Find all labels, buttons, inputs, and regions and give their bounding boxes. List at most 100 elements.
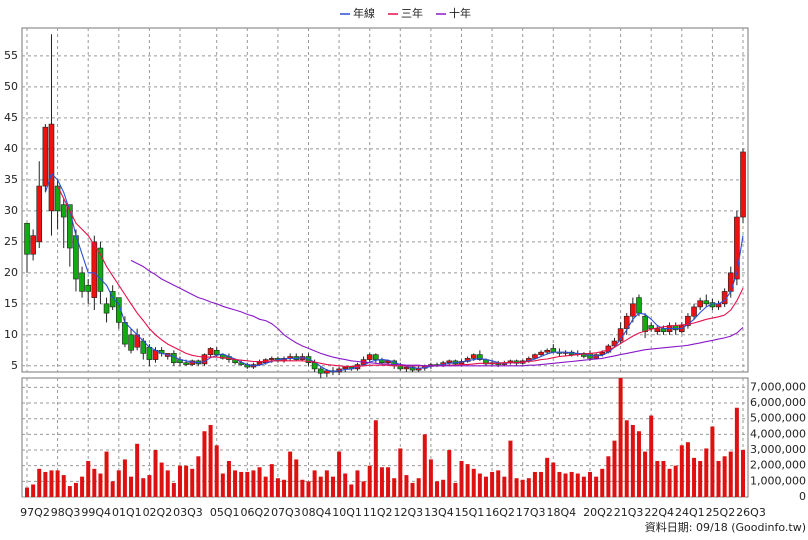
candle-body xyxy=(36,185,43,243)
volume-bar xyxy=(643,451,648,497)
y-tick-label: 30 xyxy=(4,204,18,217)
volume-bar xyxy=(226,460,231,497)
volume-bar xyxy=(337,451,342,497)
volume-bar xyxy=(410,482,415,497)
candle-body xyxy=(550,348,557,353)
volume-bar xyxy=(165,470,170,497)
volume-bar xyxy=(177,465,182,497)
y2-tick-label: 0 xyxy=(799,490,806,503)
candle-body xyxy=(91,241,98,298)
volume-bar xyxy=(330,476,335,497)
y2-tick-label: 4,000,000 xyxy=(750,427,806,440)
volume-bar xyxy=(251,470,256,497)
volume-bar xyxy=(551,462,556,497)
volume-bar xyxy=(294,459,299,497)
volume-bar xyxy=(581,476,586,497)
volume-bar xyxy=(275,478,280,497)
footer-note: 資料日期: 09/18 (Goodinfo.tw) xyxy=(645,520,806,534)
volume-bar xyxy=(61,475,66,497)
candle-body xyxy=(268,358,275,360)
volume-bar xyxy=(575,473,580,497)
candle-body xyxy=(740,151,746,218)
candle-body xyxy=(109,291,116,308)
x-tick-label: 11Q2 xyxy=(363,506,393,519)
x-tick-label: 98Q3 xyxy=(51,506,81,519)
volume-bar xyxy=(630,424,635,497)
candle-body xyxy=(67,204,73,249)
candle-body xyxy=(403,366,410,370)
volume-bar xyxy=(245,471,250,497)
volume-bar xyxy=(86,460,91,497)
candle-body xyxy=(470,354,477,359)
candle-body xyxy=(373,354,379,360)
x-tick-label: 17Q3 xyxy=(516,506,546,519)
candle-body xyxy=(183,362,189,365)
volume-bar xyxy=(722,456,727,497)
volume-bar xyxy=(233,470,238,497)
volume-bar xyxy=(502,476,507,497)
volume-bar xyxy=(459,460,464,497)
volume-bar xyxy=(557,471,562,497)
volume-bar xyxy=(355,470,360,497)
volume-bar xyxy=(104,451,109,497)
volume-bar xyxy=(141,478,146,497)
ma-line xyxy=(130,259,744,367)
volume-bar xyxy=(685,442,690,497)
volume-bar xyxy=(153,450,158,497)
volume-bar xyxy=(361,481,366,497)
candle-body xyxy=(317,368,324,374)
volume-bar xyxy=(471,468,476,497)
y-tick-label: 40 xyxy=(4,142,18,155)
volume-bar xyxy=(453,482,458,497)
volume-bar xyxy=(31,484,36,497)
volume-bar xyxy=(532,471,537,497)
volume-bar xyxy=(404,475,409,497)
volume-bar xyxy=(655,460,660,497)
y-tick-label: 25 xyxy=(4,235,18,248)
y2-tick-label: 1,000,000 xyxy=(750,474,806,487)
candle-body xyxy=(703,300,710,305)
volume-bar xyxy=(208,424,213,497)
volume-bar xyxy=(343,473,348,497)
x-tick-label: 01Q1 xyxy=(112,506,142,519)
volume-bar xyxy=(636,431,641,497)
volume-bar xyxy=(288,451,293,497)
volume-bar xyxy=(171,482,176,497)
volume-bar xyxy=(447,450,452,497)
candle-body xyxy=(24,222,30,255)
volume-bar xyxy=(202,431,207,497)
candle-body xyxy=(727,272,734,292)
candle-body xyxy=(60,204,67,218)
volume-bar xyxy=(306,481,311,497)
y2-tick-label: 2,000,000 xyxy=(750,459,806,472)
volume-bar xyxy=(263,476,268,497)
y-tick-label: 50 xyxy=(4,80,18,93)
candle-body xyxy=(630,303,636,317)
candle-body xyxy=(538,351,544,355)
candle-body xyxy=(532,354,538,359)
volume-bar xyxy=(667,468,672,497)
candle-body xyxy=(30,235,36,255)
volume-bar xyxy=(679,445,684,497)
volume-bar xyxy=(392,478,397,497)
volume-bar xyxy=(190,468,195,497)
x-tick-label: 02Q2 xyxy=(143,506,173,519)
y-tick-label: 20 xyxy=(4,266,18,279)
volume-bar xyxy=(563,473,568,497)
volume-bar xyxy=(734,407,739,497)
candle-body xyxy=(342,366,349,370)
price-panel xyxy=(21,27,749,373)
candle-body xyxy=(691,306,697,317)
volume-bar xyxy=(135,443,140,497)
volume-bar xyxy=(398,448,403,497)
volume-bar xyxy=(508,440,513,497)
y2-tick-label: 7,000,000 xyxy=(750,380,806,393)
y2-tick-label: 3,000,000 xyxy=(750,443,806,456)
candle-body xyxy=(593,354,599,359)
x-tick-label: 13Q4 xyxy=(424,506,454,519)
volume-bar xyxy=(122,459,127,497)
y-tick-label: 45 xyxy=(4,111,18,124)
volume-bar xyxy=(673,465,678,497)
